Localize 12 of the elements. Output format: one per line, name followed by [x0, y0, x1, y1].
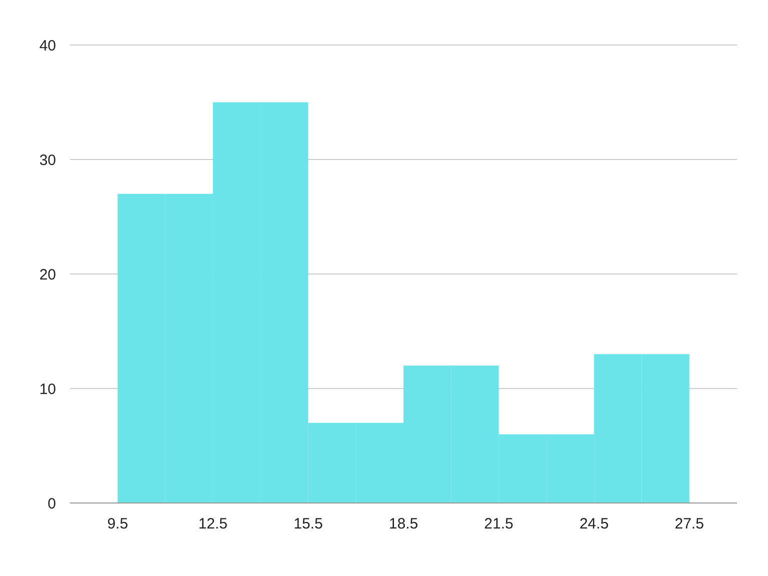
y-tick-label: 30 [39, 152, 56, 169]
x-tick-label: 24.5 [579, 515, 609, 532]
x-tick-label: 27.5 [674, 515, 704, 532]
x-tick-label: 18.5 [388, 515, 418, 532]
y-tick-label: 20 [39, 266, 56, 284]
x-tick-label: 9.5 [107, 515, 128, 532]
y-tick-label: 0 [48, 495, 56, 512]
x-tick-label: 12.5 [198, 515, 228, 532]
x-tick-label: 15.5 [294, 515, 323, 532]
y-tick-label: 10 [39, 380, 56, 398]
y-tick-label: 40 [39, 37, 56, 54]
x-tick-label: 21.5 [484, 515, 514, 532]
